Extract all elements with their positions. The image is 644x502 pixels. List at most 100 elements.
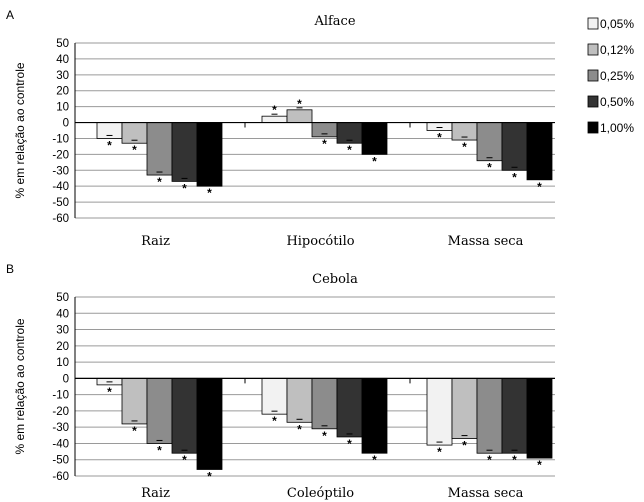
bar-Massa seca-0,12% [451,377,478,439]
significance-marker: * [372,453,377,467]
bar-Hipocótilo-0,25% [311,122,338,138]
significance-marker: * [157,443,162,457]
significance-marker: * [437,131,442,145]
bar-Massa seca-0,50% [501,377,528,454]
significance-marker: * [537,458,542,472]
y-tick-label: -30 [52,165,69,177]
legend-swatch [587,95,599,108]
y-tick-label: -20 [52,406,69,418]
bar-Hipocótilo-0,12% [286,109,313,123]
x-category-label: Raiz [141,486,170,501]
significance-marker: * [347,437,352,451]
significance-marker: * [437,445,442,459]
legend: 0,05% 0,12% 0,25% 0,50% 1,00% [587,17,634,135]
y-tick-label: -10 [52,133,69,145]
y-tick-label: -50 [52,455,69,467]
x-category-label: Massa seca [448,234,524,249]
significance-marker: * [297,97,302,111]
bar-Coleóptilo-0,05% [261,377,288,415]
significance-marker: * [487,161,492,175]
y-tick-label: 20 [56,341,69,353]
bar-Raiz-0,25% [146,122,173,176]
significance-marker: * [272,103,277,117]
significance-marker: * [512,453,517,467]
y-tick-label: -40 [52,181,69,193]
panel-b: B Cebola 50 40 30 20 10 0 -10 -20 -30 -40 -50 -60 % em… [6,262,555,501]
x-category-label: Massa seca [448,486,524,501]
y-tick-label: 50 [56,38,69,50]
legend-swatch [587,121,599,134]
y-tick-label: 30 [56,325,69,337]
significance-marker: * [107,385,112,399]
panel-a: A Alface 50 40 30 20 10 0 -10 -20 -30 -40 -50 -60 % em… [6,8,555,249]
significance-marker: * [322,137,327,151]
significance-marker: * [462,439,467,453]
significance-marker: * [347,143,352,157]
significance-marker: * [107,138,112,152]
x-category-label: Hipocótilo [286,234,354,249]
bar-Massa seca-0,05% [426,122,453,131]
bar-Raiz-0,12% [121,377,148,425]
legend-swatch [587,69,599,82]
bar-Massa seca-0,25% [476,122,503,162]
bar-Coleóptilo-0,50% [336,377,363,438]
y-tick-label: 30 [56,70,69,82]
significance-marker: * [512,170,517,184]
bar-Massa seca-0,25% [476,377,503,454]
bar-Raiz-1,00% [196,122,223,187]
legend-label: 0,25% [600,69,634,83]
panel-label: A [6,8,14,22]
bar-Massa seca-1,00% [526,377,553,459]
significance-marker: * [537,180,542,194]
bar-Massa seca-1,00% [526,122,553,181]
legend-label: 0,12% [600,43,634,57]
bar-Massa seca-0,05% [426,377,453,446]
panel-label: B [6,262,14,276]
significance-marker: * [322,429,327,443]
significance-marker: * [372,154,377,168]
bar-Coleóptilo-0,12% [286,377,313,423]
significance-marker: * [297,422,302,436]
y-tick-label: -60 [52,213,69,225]
significance-marker: * [132,143,137,157]
bar-Raiz-0,25% [146,377,173,444]
legend-swatch [587,43,599,56]
y-tick-label: -10 [52,390,69,402]
significance-marker: * [207,186,212,200]
bar-Coleóptilo-1,00% [361,377,388,454]
y-tick-label: 0 [63,118,69,130]
y-tick-label: 10 [56,357,69,369]
bar-Coleóptilo-0,25% [311,377,338,430]
x-category-label: Raiz [141,234,170,249]
x-category-label: Coleóptilo [287,486,354,501]
y-tick-label: -50 [52,197,69,209]
y-tick-label: 40 [56,54,69,66]
significance-marker: * [157,175,162,189]
bar-Hipocótilo-1,00% [361,122,388,155]
legend-swatch [587,17,599,30]
significance-marker: * [272,414,277,428]
significance-marker: * [487,453,492,467]
legend-label: 1,00% [600,121,634,135]
significance-marker: * [182,181,187,195]
bar-Raiz-0,50% [171,122,198,182]
legend-label: 0,50% [600,95,634,109]
significance-marker: * [182,453,187,467]
legend-label: 0,05% [600,17,634,31]
y-tick-label: -40 [52,438,69,450]
bar-Massa seca-0,50% [501,122,528,171]
y-tick-label: -60 [52,471,69,483]
y-tick-label: 50 [56,292,69,304]
significance-marker: * [207,469,212,483]
y-tick-label: -30 [52,422,69,434]
y-tick-label: -20 [52,149,69,161]
y-tick-label: 0 [63,373,69,385]
y-tick-label: 20 [56,86,69,98]
bar-Raiz-1,00% [196,377,223,470]
chart-title: Alface [313,14,355,29]
bar-Raiz-0,05% [96,122,123,139]
significance-marker: * [132,424,137,438]
bar-Raiz-0,50% [171,377,198,454]
chart-title: Cebola [312,272,358,287]
